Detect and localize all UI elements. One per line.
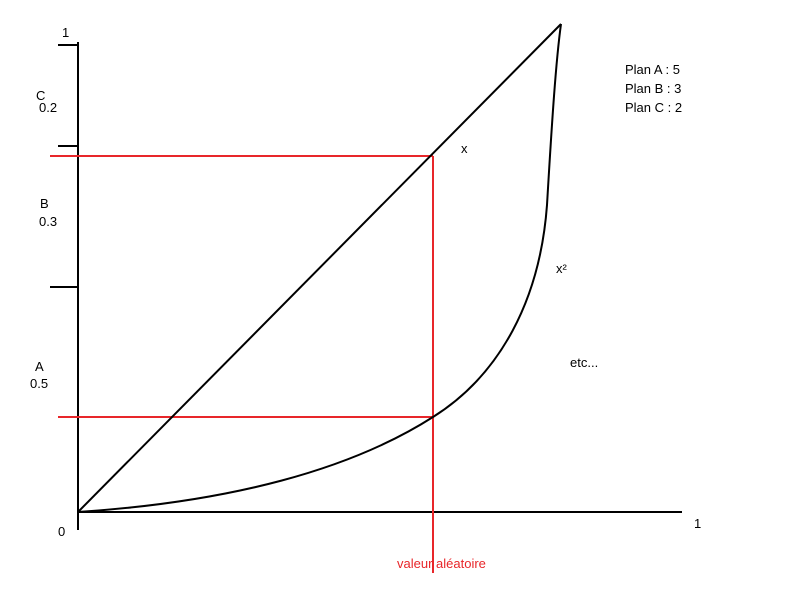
legend-item-plan-c: Plan C : 2: [625, 100, 682, 115]
linear-curve: [77, 23, 562, 513]
x-axis-end-label: 1: [694, 516, 701, 531]
random-value-guides: [50, 155, 434, 573]
y-axis-top-label: 1: [62, 25, 69, 40]
random-value-label: valeur aléatoire: [397, 556, 486, 571]
segment-c-value: 0.2: [39, 100, 57, 115]
segment-a-name: A: [35, 359, 44, 374]
plan-legend: Plan A : 5 Plan B : 3 Plan C : 2: [625, 62, 682, 115]
segment-b-value: 0.3: [39, 214, 57, 229]
segment-c-name: C: [36, 88, 45, 103]
origin-label: 0: [58, 524, 65, 539]
square-curve: [77, 23, 562, 513]
segment-a-value: 0.5: [30, 376, 48, 391]
legend-item-plan-a: Plan A : 5: [625, 62, 680, 77]
segment-b-name: B: [40, 196, 49, 211]
square-curve-label: x²: [556, 261, 568, 276]
linear-curve-label: x: [461, 141, 468, 156]
etc-label: etc...: [570, 355, 598, 370]
legend-item-plan-b: Plan B : 3: [625, 81, 681, 96]
